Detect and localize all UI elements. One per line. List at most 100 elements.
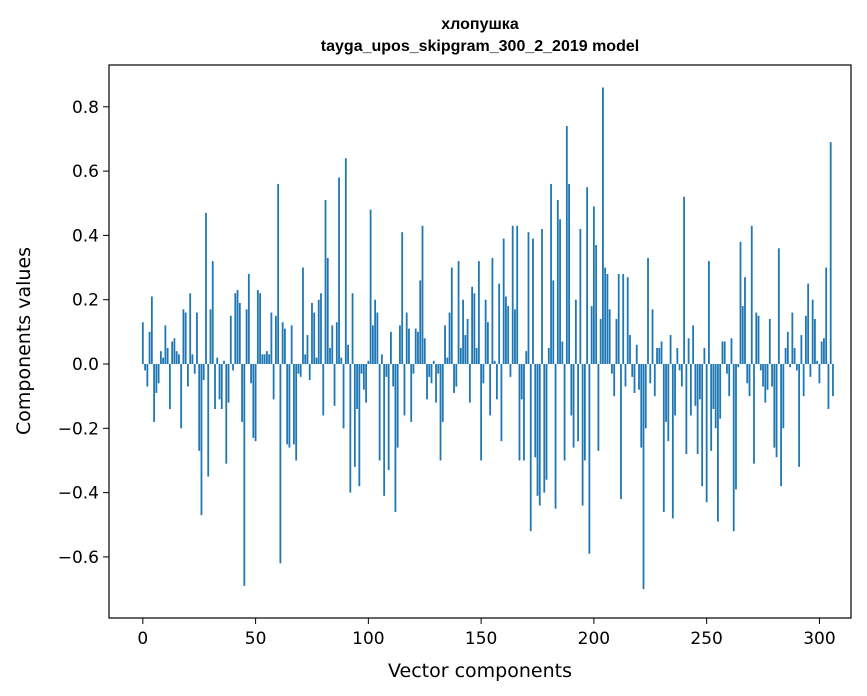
bar-78 [317,299,320,364]
bar-80 [322,364,325,416]
bar-0 [141,322,144,365]
bar-68 [295,364,298,461]
bar-179 [545,364,548,480]
bar-43 [238,302,241,365]
bar-139 [455,364,458,387]
bar-246 [696,364,699,455]
bar-148 [475,347,478,365]
bar-101 [369,209,372,365]
x-axis-ticks: 0 50 100 150 200 250 300 [137,618,836,649]
bar-39 [229,315,232,365]
bar-69 [297,364,300,374]
bar-40 [232,364,234,371]
bar-33 [216,357,219,365]
bar-24 [196,312,198,364]
bar-128 [430,364,433,384]
bar-82 [326,257,329,365]
bar-272 [755,312,758,364]
bar-262 [732,364,735,532]
bar-132 [439,364,442,461]
bar-180 [547,347,550,365]
bar-293 [802,364,805,397]
bar-72 [304,354,307,365]
bar-51 [256,290,259,365]
bar-57 [270,312,273,364]
bar-63 [284,328,286,365]
bar-225 [649,364,652,384]
bar-89 [342,364,345,429]
bar-210 [615,318,618,364]
bar-211 [617,273,620,364]
bar-216 [629,335,631,365]
bar-34 [218,364,221,400]
bar-165 [514,309,516,365]
bar-292 [800,335,803,365]
bar-186 [561,341,564,365]
bar-227 [653,364,656,397]
bar-50 [254,364,257,442]
bar-6 [155,364,158,393]
bar-102 [371,325,374,364]
bar-84 [331,325,334,364]
bar-25 [198,364,201,451]
bar-233 [667,364,670,442]
bar-151 [482,364,485,384]
y-tick-label-6: 0.6 [72,162,99,182]
bar-159 [500,364,503,442]
bar-166 [516,225,519,365]
bar-121 [414,328,417,365]
bar-241 [685,364,688,455]
bar-134 [444,325,446,364]
bar-236 [674,364,676,416]
bar-22 [191,354,194,365]
bar-59 [274,315,277,365]
bar-127 [428,364,431,377]
bar-258 [723,341,726,365]
bar-172 [529,364,532,532]
bar-235 [671,364,674,519]
bar-302 [823,338,825,364]
bar-290 [795,364,798,371]
bar-274 [759,364,762,371]
bar-168 [520,364,523,400]
bar-55 [265,351,268,365]
bar-202 [597,364,600,451]
bar-214 [624,364,627,387]
bar-213 [622,273,625,364]
bar-282 [777,248,780,364]
bar-146 [471,286,473,364]
bar-303 [825,267,828,364]
bar-105 [378,364,381,461]
bar-291 [798,364,801,467]
bar-155 [491,257,494,365]
bar-94 [353,364,356,467]
bar-244 [692,325,695,364]
bar-140 [457,261,460,364]
bar-100 [367,360,370,365]
bar-248 [701,364,704,487]
x-tick-label-0: 0 [137,629,148,649]
bar-32 [214,364,216,410]
bar-150 [480,364,483,461]
x-tick-label-200: 200 [578,629,610,649]
bar-249 [703,347,706,365]
bar-10 [164,325,167,364]
bar-19 [184,312,187,364]
bar-219 [635,344,638,365]
bar-247 [698,364,701,400]
bar-20 [187,364,189,387]
bar-264 [737,364,740,368]
bar-297 [811,299,814,364]
bar-60 [277,183,280,365]
bar-26 [200,364,203,516]
bar-141 [459,347,462,365]
y-tick-label-5: 0.4 [72,226,99,246]
bar-178 [543,364,546,493]
x-axis-label: Vector components [388,660,572,682]
bar-66 [290,325,293,364]
bar-278 [768,318,771,364]
bar-158 [498,283,501,365]
bar-203 [599,318,602,364]
bar-228 [656,347,658,365]
bar-270 [750,225,753,365]
